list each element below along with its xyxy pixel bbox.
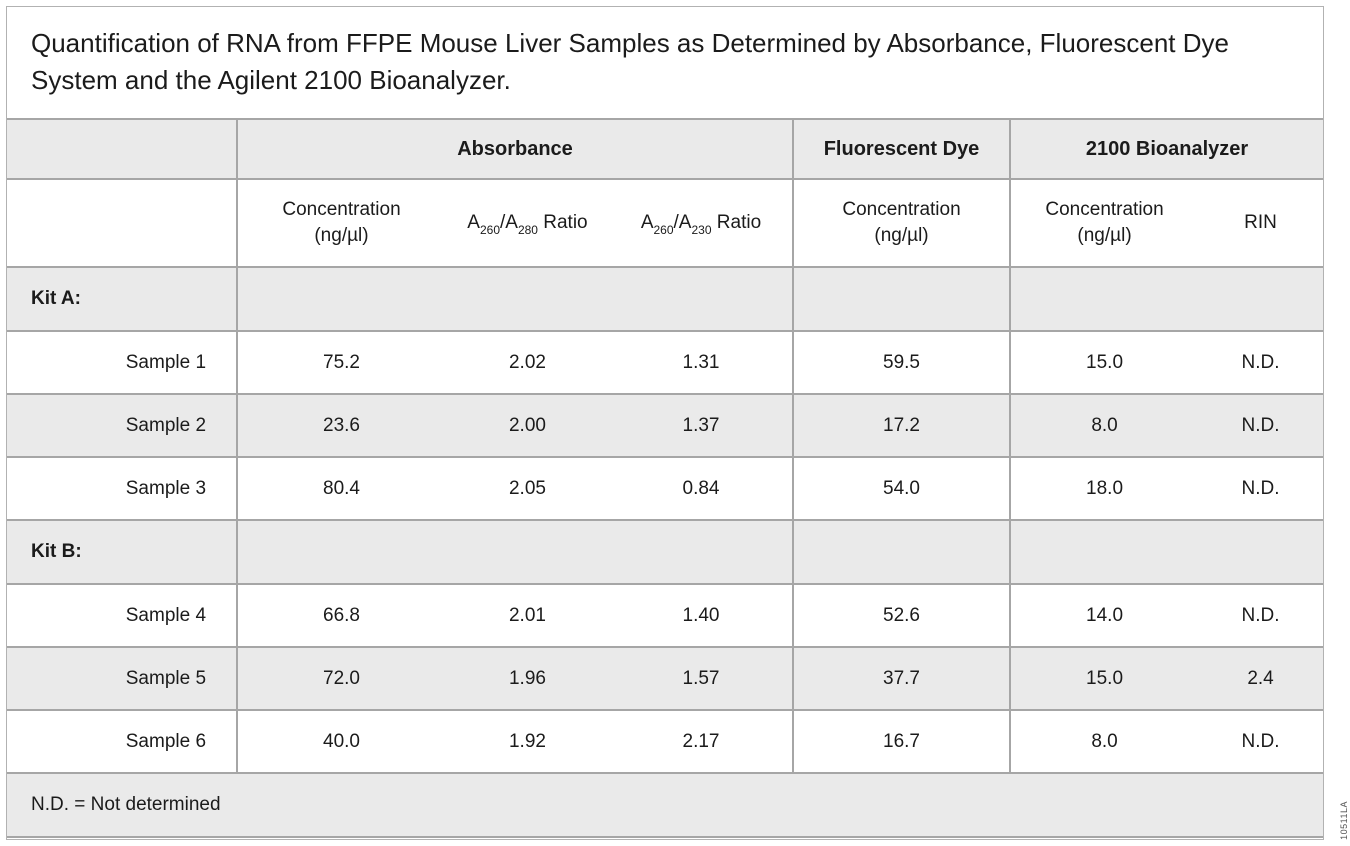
cell-rin: N.D. [1198, 583, 1323, 647]
row-label-sample-5: Sample 5 [7, 646, 239, 710]
header-abs-concentration-line2: (ng/µl) [314, 225, 369, 246]
cell-rin: N.D. [1198, 456, 1323, 520]
figure-title: Quantification of RNA from FFPE Mouse Li… [7, 7, 1323, 118]
cell-abs-concentration: 75.2 [237, 330, 445, 394]
header-a260-a230-ratio: A260/A230 Ratio [609, 178, 795, 267]
empty-cell [1010, 519, 1323, 584]
row-label-sample-3: Sample 3 [7, 456, 239, 520]
cell-bio-concentration: 15.0 [1010, 330, 1199, 394]
figure-title-line1: Quantification of RNA from FFPE Mouse Li… [31, 28, 1229, 58]
header-abs-concentration-line1: Concentration [282, 199, 401, 220]
cell-bio-concentration: 15.0 [1010, 646, 1199, 710]
cell-fluor-concentration: 52.6 [793, 583, 1012, 647]
header-bio-concentration-line1: Concentration [1045, 199, 1164, 220]
figure-id-watermark: 10511LA [1339, 801, 1349, 840]
header-fluor-concentration: Concentration (ng/µl) [793, 178, 1012, 267]
cell-a260-a280: 2.01 [444, 583, 610, 647]
figure-title-line2: System and the Agilent 2100 Bioanalyzer. [31, 65, 511, 95]
empty-cell [1010, 266, 1323, 331]
figure-frame: Quantification of RNA from FFPE Mouse Li… [6, 6, 1324, 840]
table-row-sample-3: Sample 3 80.4 2.05 0.84 54.0 18.0 N.D. [7, 456, 1323, 520]
ratio-230-base2: /A [673, 212, 692, 233]
section-label-kit-b: Kit B: [7, 519, 239, 584]
cell-rin: N.D. [1198, 709, 1323, 773]
header-bio-concentration: Concentration (ng/µl) [1010, 178, 1199, 267]
table-row-sample-4: Sample 4 66.8 2.01 1.40 52.6 14.0 N.D. [7, 583, 1323, 647]
cell-bio-concentration: 8.0 [1010, 393, 1199, 457]
cell-fluor-concentration: 59.5 [793, 330, 1012, 394]
ratio-230-sub2: 230 [691, 223, 712, 237]
empty-cell [793, 519, 1012, 584]
column-group-fluorescent-dye: Fluorescent Dye [793, 118, 1012, 179]
table-row-sample-1: Sample 1 75.2 2.02 1.31 59.5 15.0 N.D. [7, 330, 1323, 394]
cell-abs-concentration: 72.0 [237, 646, 445, 710]
header-rin: RIN [1198, 178, 1323, 267]
ratio-230-sub1: 260 [653, 223, 674, 237]
cell-a260-a230: 1.40 [609, 583, 795, 647]
cell-rin: N.D. [1198, 330, 1323, 394]
empty-header-cell [7, 178, 239, 267]
cell-a260-a280: 2.02 [444, 330, 610, 394]
rna-quantification-table: Absorbance Fluorescent Dye 2100 Bioanaly… [7, 118, 1323, 838]
column-group-absorbance: Absorbance [237, 118, 795, 179]
cell-rin: 2.4 [1198, 646, 1323, 710]
ratio-280-base2: /A [500, 212, 518, 233]
cell-abs-concentration: 23.6 [237, 393, 445, 457]
header-fluor-concentration-line1: Concentration [842, 199, 961, 220]
table-row-kit-b: Kit B: [7, 519, 1323, 584]
cell-abs-concentration: 40.0 [237, 709, 445, 773]
empty-corner-cell [7, 118, 239, 179]
header-bio-concentration-line2: (ng/µl) [1077, 225, 1132, 246]
cell-a260-a230: 2.17 [609, 709, 795, 773]
row-label-sample-4: Sample 4 [7, 583, 239, 647]
ratio-280-sub2: 280 [517, 223, 538, 237]
empty-cell [237, 519, 795, 584]
section-label-kit-a: Kit A: [7, 266, 239, 331]
row-label-sample-1: Sample 1 [7, 330, 239, 394]
header-fluor-concentration-line2: (ng/µl) [874, 225, 929, 246]
table-row-sub-headers: Concentration (ng/µl) A260/A280 Ratio A2… [7, 178, 1323, 267]
table-row-footnote: N.D. = Not determined [7, 772, 1323, 837]
cell-fluor-concentration: 17.2 [793, 393, 1012, 457]
column-group-2100-bioanalyzer: 2100 Bioanalyzer [1010, 118, 1323, 179]
table-row-sample-2: Sample 2 23.6 2.00 1.37 17.2 8.0 N.D. [7, 393, 1323, 457]
row-label-sample-2: Sample 2 [7, 393, 239, 457]
cell-abs-concentration: 66.8 [237, 583, 445, 647]
cell-a260-a280: 1.96 [444, 646, 610, 710]
cell-fluor-concentration: 16.7 [793, 709, 1012, 773]
empty-cell [793, 266, 1012, 331]
cell-a260-a280: 2.05 [444, 456, 610, 520]
table-row-sample-5: Sample 5 72.0 1.96 1.57 37.7 15.0 2.4 [7, 646, 1323, 710]
ratio-230-base3: Ratio [711, 212, 762, 233]
cell-a260-a280: 2.00 [444, 393, 610, 457]
header-a260-a280-ratio: A260/A280 Ratio [444, 178, 610, 267]
table-row-kit-a: Kit A: [7, 266, 1323, 331]
ratio-230-base1: A [640, 212, 654, 233]
cell-fluor-concentration: 54.0 [793, 456, 1012, 520]
cell-bio-concentration: 8.0 [1010, 709, 1199, 773]
header-abs-concentration: Concentration (ng/µl) [237, 178, 445, 267]
cell-bio-concentration: 14.0 [1010, 583, 1199, 647]
ratio-280-sub1: 260 [479, 223, 500, 237]
cell-rin: N.D. [1198, 393, 1323, 457]
cell-a260-a230: 1.57 [609, 646, 795, 710]
empty-cell [237, 266, 795, 331]
cell-a260-a230: 0.84 [609, 456, 795, 520]
table-row-group-headers: Absorbance Fluorescent Dye 2100 Bioanaly… [7, 118, 1323, 179]
cell-a260-a230: 1.31 [609, 330, 795, 394]
ratio-280-base1: A [467, 212, 480, 233]
row-label-sample-6: Sample 6 [7, 709, 239, 773]
cell-bio-concentration: 18.0 [1010, 456, 1199, 520]
cell-a260-a230: 1.37 [609, 393, 795, 457]
cell-fluor-concentration: 37.7 [793, 646, 1012, 710]
cell-a260-a280: 1.92 [444, 709, 610, 773]
footnote-text: N.D. = Not determined [7, 772, 1323, 837]
ratio-280-base3: Ratio [537, 212, 588, 233]
cell-abs-concentration: 80.4 [237, 456, 445, 520]
table-row-sample-6: Sample 6 40.0 1.92 2.17 16.7 8.0 N.D. [7, 709, 1323, 773]
